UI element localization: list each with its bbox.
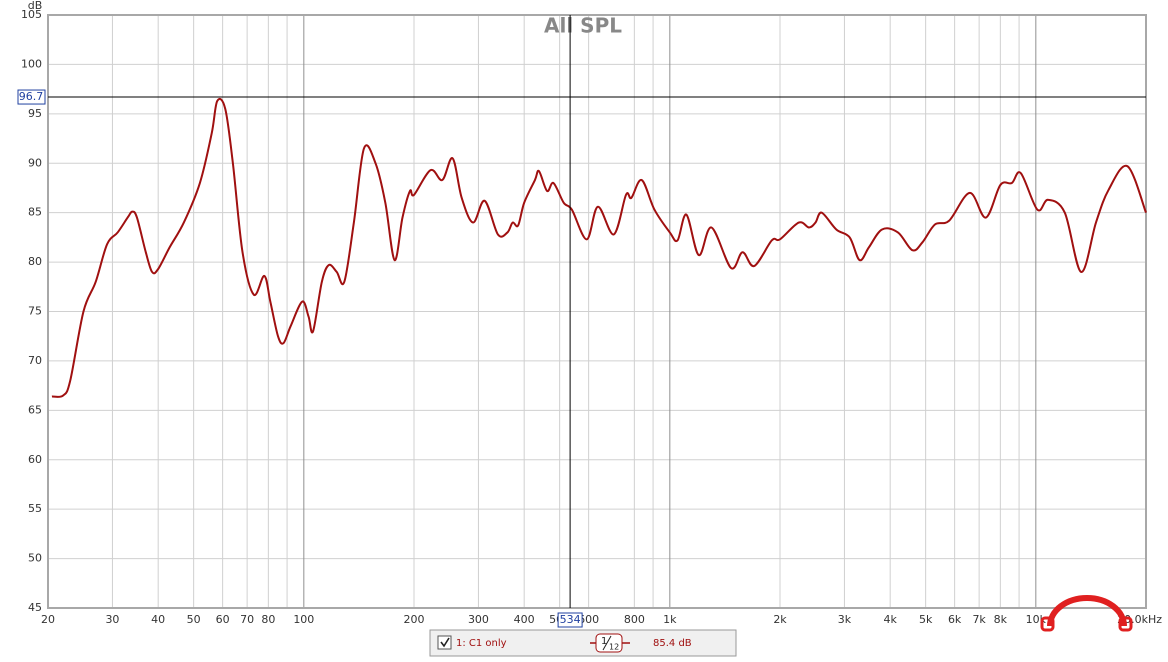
x-tick-label: 2k [773, 613, 787, 626]
x-tick-label: 5k [919, 613, 933, 626]
legend: 1: C1 only 1 12 85.4 dB [429, 629, 737, 657]
smoothing-slash [602, 635, 612, 651]
x-tick-label: 70 [240, 613, 254, 626]
y-tick-label: 60 [28, 453, 42, 466]
cursor-x-box [557, 612, 583, 628]
y-tick-label: 55 [28, 502, 42, 515]
series-line [51, 97, 1147, 398]
plot [51, 97, 1147, 398]
plot-frame [47, 14, 1147, 609]
y-tick-label: 45 [28, 601, 42, 614]
y-tick-label: 105 [21, 8, 42, 21]
y-tick-label: 85 [28, 206, 42, 219]
x-tick-label: 400 [514, 613, 535, 626]
y-unit: dB [28, 0, 43, 12]
chart-title: All SPL [544, 14, 622, 38]
x-tick-label: 60 [216, 613, 230, 626]
x-tick-label: 3k [838, 613, 852, 626]
x-tick-label: 100 [293, 613, 314, 626]
y-tick-label: 65 [28, 403, 42, 416]
smoothing-den: 12 [609, 643, 619, 652]
x-tick-label: 8k [994, 613, 1008, 626]
x-tick-label: 40 [151, 613, 165, 626]
x-tick-label: 800 [624, 613, 645, 626]
x-tick-label: 600 [578, 613, 599, 626]
cursor-y-box [17, 89, 46, 105]
y-tick-label: 90 [28, 156, 42, 169]
y-tick-label: 100 [21, 57, 42, 70]
legend-checkbox[interactable] [437, 635, 452, 650]
x-tick-label: 6k [948, 613, 962, 626]
cursor-readout: 85.4 dB [653, 638, 692, 649]
x-tick-label: 30 [105, 613, 119, 626]
y-tick-label: 70 [28, 354, 42, 367]
cursor: 96.7 534 [17, 15, 1146, 628]
legend-box [429, 629, 737, 657]
x-tick-label: 20.0kHz [1117, 613, 1162, 626]
x-tick-label: 50 [187, 613, 201, 626]
y-tick-label: 80 [28, 255, 42, 268]
x-tick-label: 7k [972, 613, 986, 626]
x-tick-label: 80 [261, 613, 275, 626]
y-tick-label: 95 [28, 107, 42, 120]
x-tick-label: 20 [41, 613, 55, 626]
x-tick-label: 1k [663, 613, 677, 626]
y-tick-label: 50 [28, 552, 42, 565]
checkmark [440, 637, 450, 648]
smoothing-icon[interactable] [595, 633, 623, 653]
x-tick-label: 200 [404, 613, 425, 626]
legend-label: 1: C1 only [456, 638, 507, 649]
y-tick-label: 75 [28, 305, 42, 318]
logo [1040, 595, 1133, 632]
x-tick-label: 4k [883, 613, 897, 626]
cursor-x-label: 534 [560, 613, 581, 626]
cursor-y-label: 96.7 [19, 90, 44, 103]
x-tick-label: 300 [468, 613, 489, 626]
smoothing-num: 1 [601, 636, 607, 647]
